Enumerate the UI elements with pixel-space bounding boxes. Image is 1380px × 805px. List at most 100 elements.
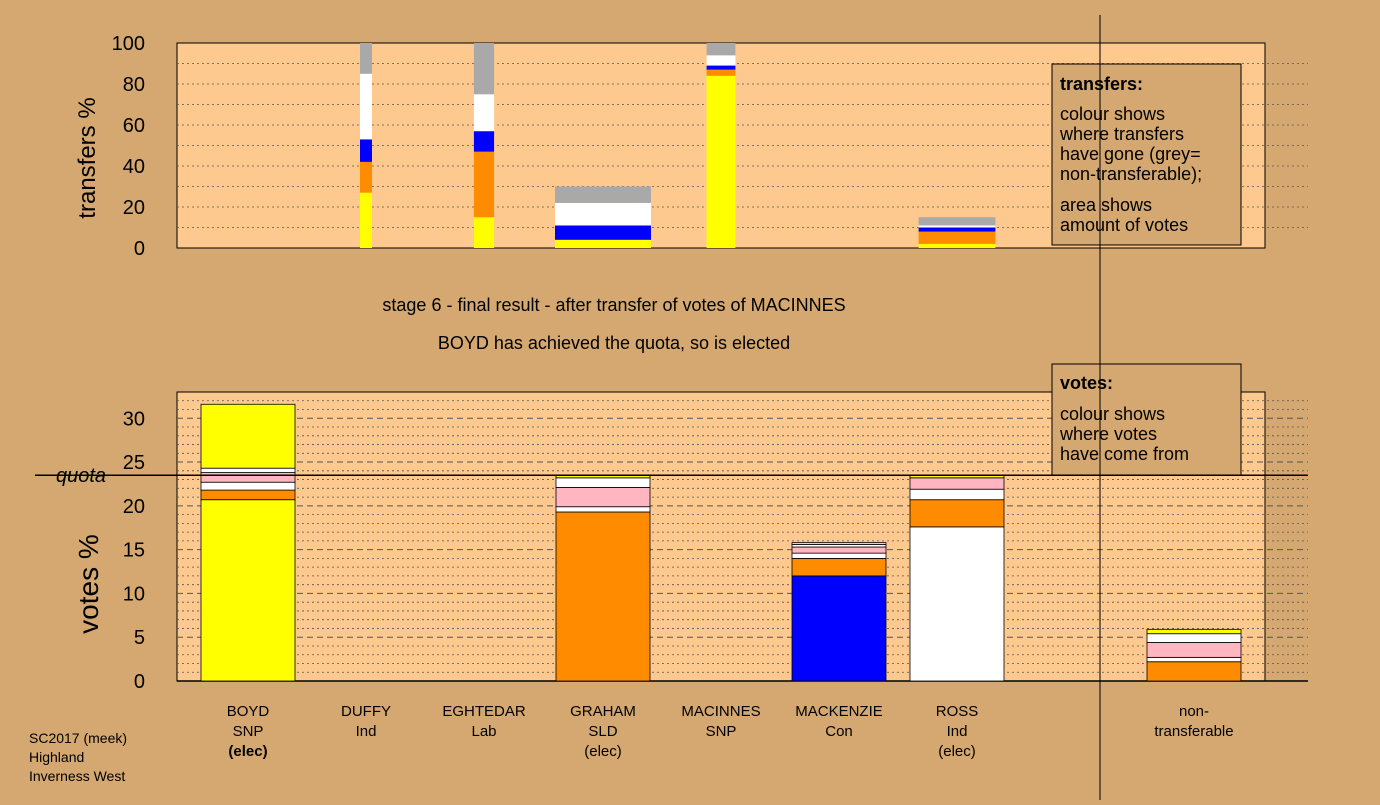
candidate-name: GRAHAM bbox=[570, 703, 636, 720]
transfer-bar-segment bbox=[360, 139, 372, 162]
votes-bars bbox=[200, 403, 1242, 682]
vote-bar-segment bbox=[1146, 661, 1242, 682]
candidate-name: DUFFY bbox=[341, 703, 391, 720]
transfer-bar-segment bbox=[555, 239, 651, 248]
transfer-bar-segment bbox=[473, 217, 495, 248]
vote-bar-segment bbox=[909, 526, 1005, 682]
transfers-legend-line: non-transferable); bbox=[1060, 164, 1202, 184]
candidate-party: SLD bbox=[588, 723, 617, 740]
transfer-bar-segment bbox=[918, 217, 996, 226]
vote-bar-segment bbox=[909, 477, 1005, 490]
votes-y-tick-label: 20 bbox=[123, 496, 145, 518]
transfer-bar-segment bbox=[360, 43, 372, 74]
votes-y-axis-label: votes % bbox=[73, 534, 104, 634]
vote-bar-segment bbox=[200, 499, 296, 682]
candidate-labels: BOYD SNP (elec) DUFFY Ind EGHTEDAR Lab G… bbox=[227, 703, 1234, 760]
candidate-status: (elec) bbox=[584, 743, 622, 760]
footer-line: Inverness West bbox=[29, 768, 125, 784]
candidate-party: SNP bbox=[706, 723, 737, 740]
transfers-y-tick-label: 80 bbox=[123, 74, 145, 96]
vote-bar-segment bbox=[555, 511, 651, 682]
vote-bar-segment bbox=[200, 472, 296, 483]
votes-legend-box bbox=[1051, 363, 1242, 476]
transfers-bars bbox=[360, 43, 996, 248]
votes-chart: 0 5 10 15 20 25 30 quota votes % votes: colour… bbox=[35, 363, 1308, 693]
transfers-gridlines bbox=[177, 63, 1308, 228]
vote-bar-segment bbox=[791, 552, 887, 559]
transfers-y-axis-label: transfers % bbox=[74, 97, 101, 218]
vote-bar-segment bbox=[791, 557, 887, 577]
vote-bar-segment bbox=[555, 477, 651, 488]
candidate-party: Ind bbox=[947, 723, 968, 740]
transfer-bar-segment bbox=[706, 69, 736, 76]
candidate-status: (elec) bbox=[938, 743, 976, 760]
transfers-legend: transfers: colour shows where transfers … bbox=[1051, 63, 1242, 246]
transfer-bar-segment bbox=[555, 225, 651, 240]
transfers-legend-line: have gone (grey= bbox=[1060, 144, 1201, 164]
vote-bar-segment bbox=[1146, 642, 1242, 658]
votes-legend-title: votes: bbox=[1060, 373, 1113, 393]
transfers-y-tick-label: 40 bbox=[123, 156, 145, 178]
candidate-party: Ind bbox=[356, 723, 377, 740]
candidate-name: ROSS bbox=[936, 703, 979, 720]
candidate-party: transferable bbox=[1154, 723, 1233, 740]
stage-title: stage 6 - final result - after transfer … bbox=[382, 295, 845, 315]
transfer-bar-segment bbox=[473, 131, 495, 152]
transfer-bar-segment bbox=[706, 55, 736, 66]
vote-bar-segment bbox=[1146, 633, 1242, 643]
vote-bar-segment bbox=[791, 542, 887, 545]
candidate-party: Con bbox=[825, 723, 853, 740]
footer-line: Highland bbox=[29, 749, 84, 765]
transfer-bar-segment bbox=[360, 73, 372, 140]
transfers-legend-title: transfers: bbox=[1060, 74, 1143, 94]
vote-bar-segment bbox=[555, 506, 651, 513]
transfers-legend-line: colour shows bbox=[1060, 104, 1165, 124]
candidate-name: EGHTEDAR bbox=[442, 703, 526, 720]
transfer-bar-segment bbox=[918, 231, 996, 244]
transfer-bar-segment bbox=[918, 227, 996, 232]
vote-bar-segment bbox=[1146, 656, 1242, 663]
vote-bar-segment bbox=[791, 546, 887, 554]
candidate-status: (elec) bbox=[228, 743, 267, 760]
vote-bar-segment bbox=[909, 488, 1005, 501]
vote-bar-segment bbox=[1146, 628, 1242, 635]
vote-bar-segment bbox=[555, 487, 651, 508]
vote-bar-segment bbox=[200, 481, 296, 491]
transfer-bar-segment bbox=[473, 43, 495, 95]
votes-y-tick-label: 30 bbox=[123, 408, 145, 430]
transfer-bar-segment bbox=[360, 192, 372, 248]
transfers-legend-box bbox=[1051, 63, 1242, 246]
votes-y-tick-label: 25 bbox=[123, 452, 145, 474]
transfer-bar-segment bbox=[473, 94, 495, 132]
transfers-y-tick-label: 60 bbox=[123, 115, 145, 137]
transfers-y-ticks: 0 20 40 60 80 100 bbox=[112, 33, 145, 260]
candidate-name: MACKENZIE bbox=[795, 703, 883, 720]
votes-gridlines bbox=[177, 400, 1308, 682]
vote-bar-segment bbox=[909, 499, 1005, 528]
votes-y-tick-label: 0 bbox=[134, 671, 145, 693]
votes-y-ticks: 0 5 10 15 20 25 30 bbox=[123, 408, 145, 693]
footer-line: SC2017 (meek) bbox=[29, 730, 127, 746]
transfer-bar-segment bbox=[555, 186, 651, 203]
candidate-party: SNP bbox=[233, 723, 264, 740]
votes-legend: votes: colour shows where votes have com… bbox=[1051, 363, 1242, 476]
transfers-legend-line: where transfers bbox=[1059, 124, 1184, 144]
quota-label: quota bbox=[56, 465, 106, 487]
candidate-party: Lab bbox=[471, 723, 496, 740]
transfer-bar-segment bbox=[555, 202, 651, 226]
candidate-name: MACINNES bbox=[681, 703, 760, 720]
votes-y-tick-label: 10 bbox=[123, 583, 145, 605]
votes-legend-line: colour shows bbox=[1060, 404, 1165, 424]
votes-y-tick-label: 15 bbox=[123, 540, 145, 562]
transfer-bar-segment bbox=[918, 225, 996, 228]
transfer-bar-segment bbox=[360, 161, 372, 193]
vote-bar-segment bbox=[200, 467, 296, 473]
transfers-y-tick-label: 20 bbox=[123, 197, 145, 219]
vote-bar-segment bbox=[200, 489, 296, 501]
transfers-legend-line: area shows bbox=[1060, 195, 1152, 215]
transfers-y-tick-label: 0 bbox=[134, 238, 145, 260]
vote-bar-segment bbox=[200, 403, 296, 469]
transfer-bar-segment bbox=[706, 43, 736, 56]
